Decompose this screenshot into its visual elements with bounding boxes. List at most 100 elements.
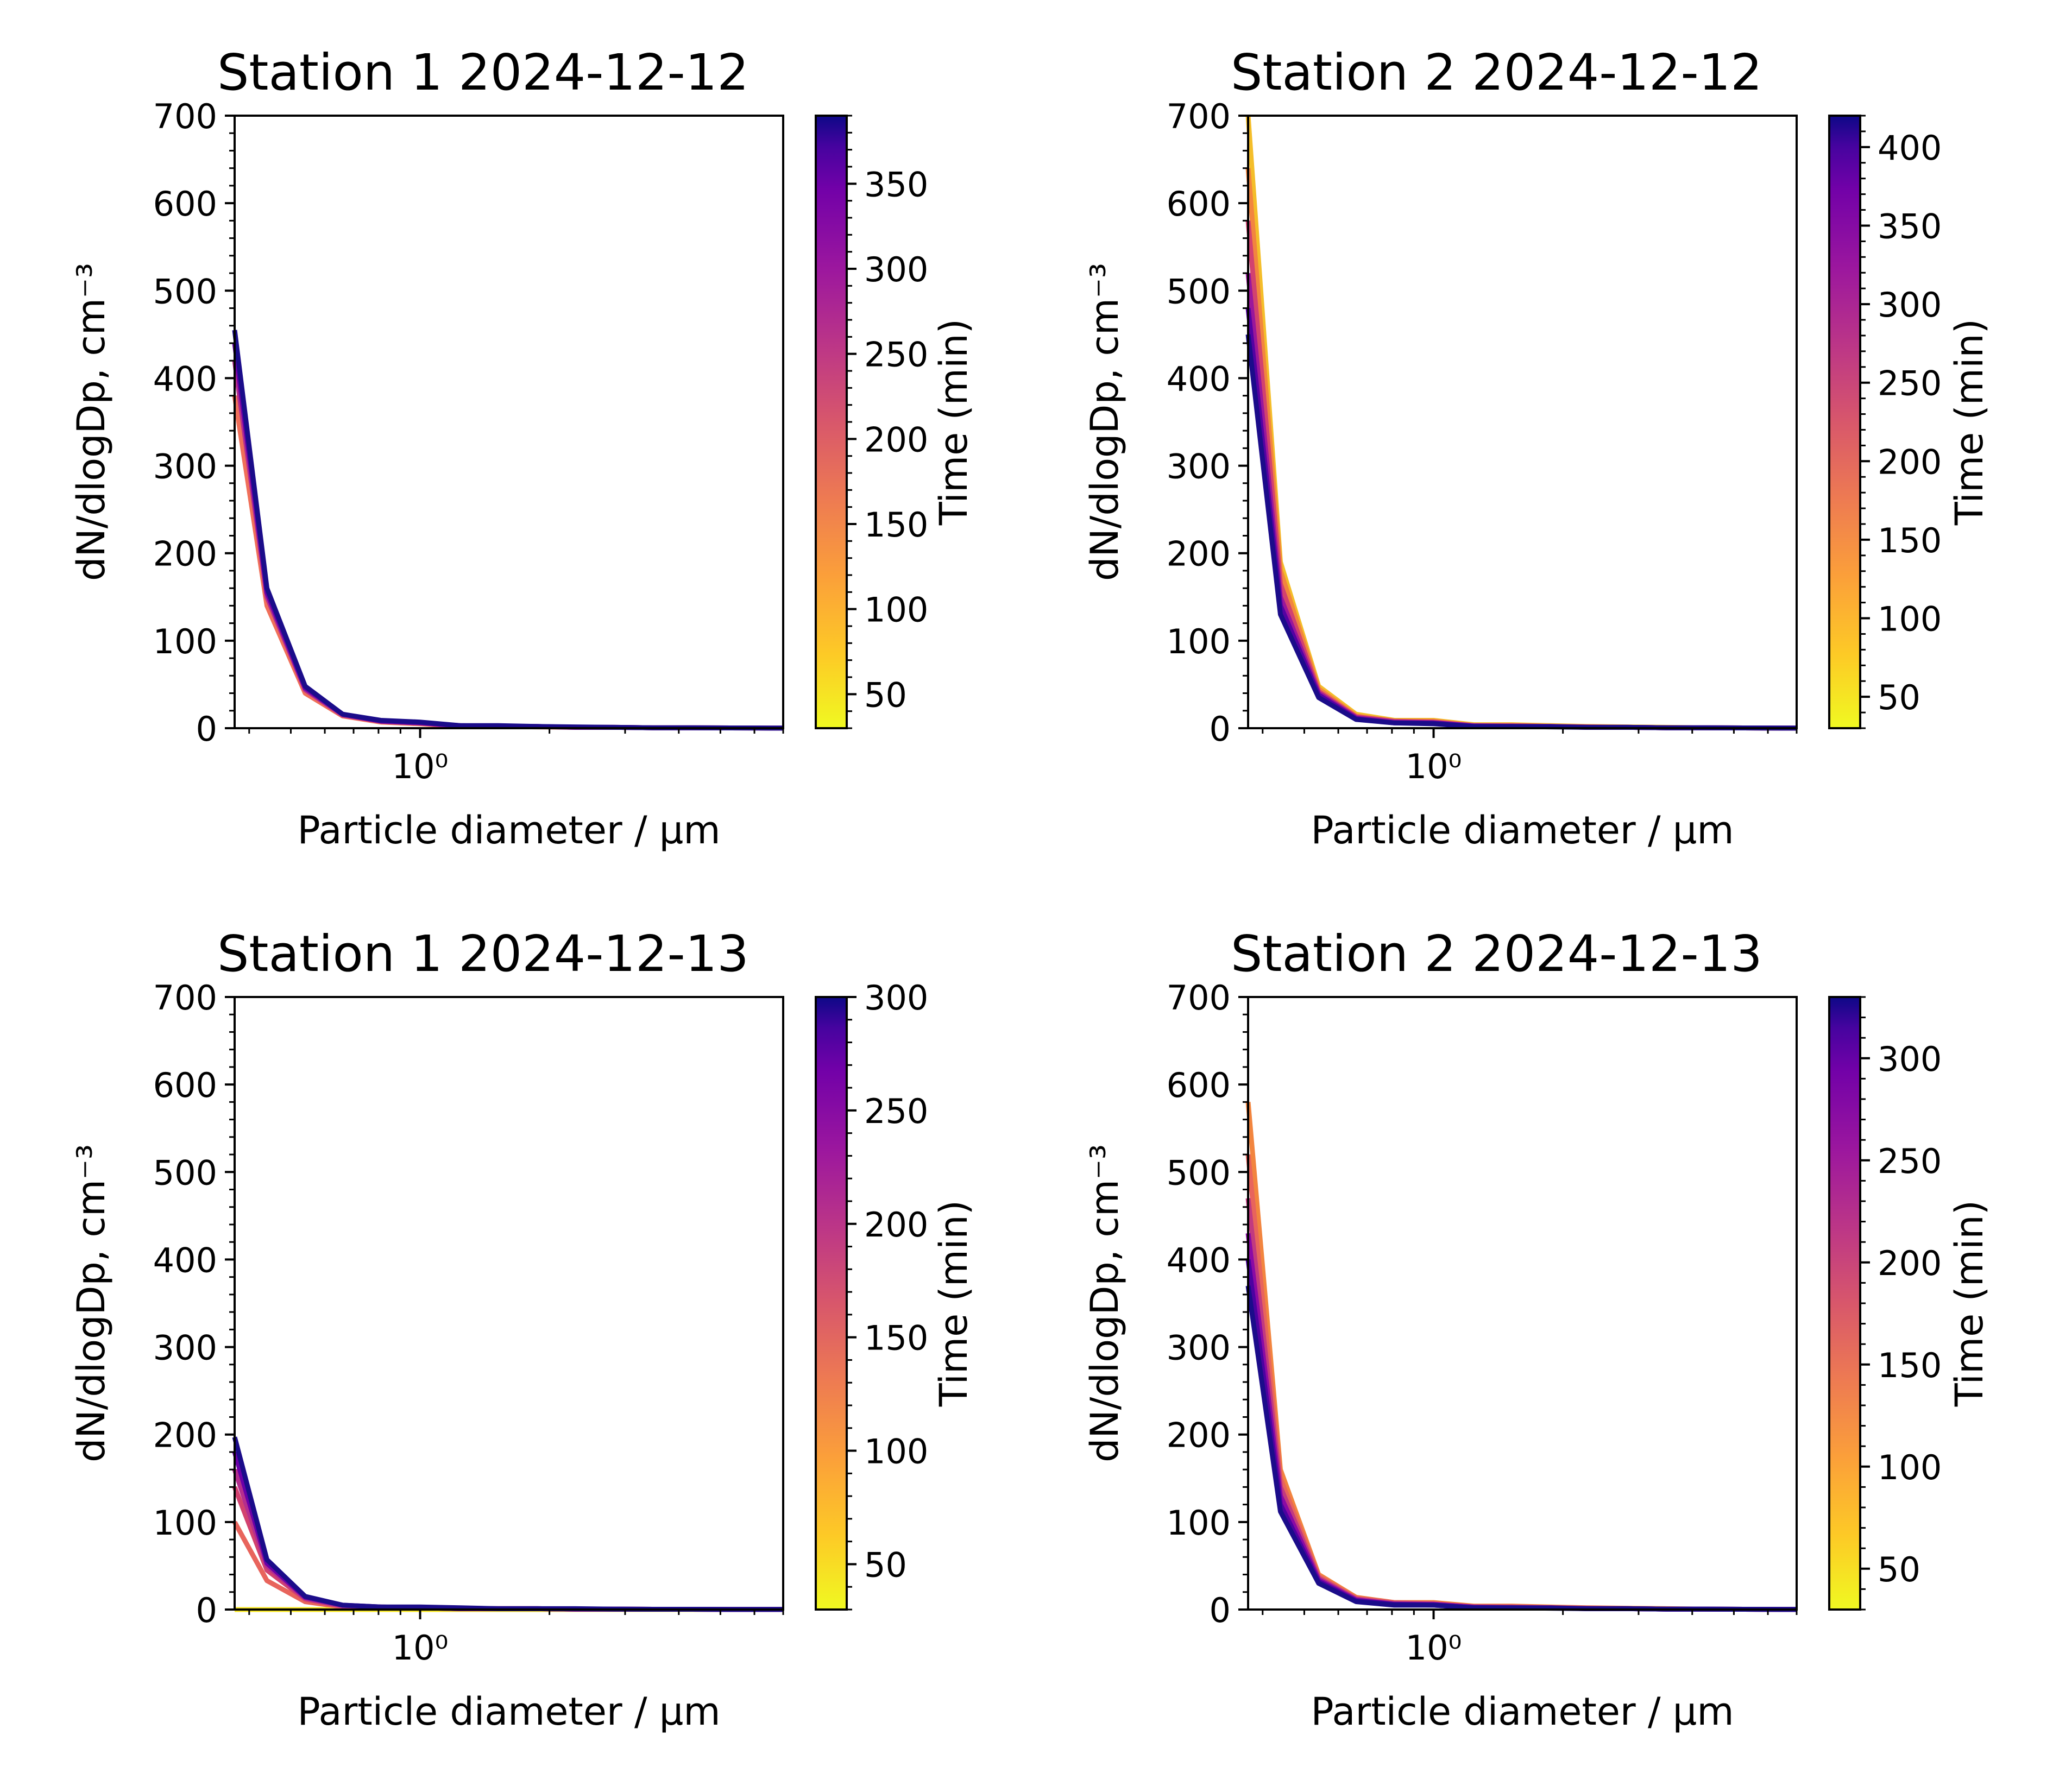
y-axis-label: dN/dlogDp, cm⁻³ <box>1082 263 1127 581</box>
colorbar-tick-label: 200 <box>1878 442 1942 482</box>
colorbar-tick-label: 150 <box>1878 521 1942 560</box>
colorbar-tick-label: 350 <box>1878 206 1942 246</box>
y-tick-label: 100 <box>1167 1503 1231 1543</box>
y-tick-label: 500 <box>1167 1153 1231 1192</box>
y-tick-label: 700 <box>1167 978 1231 1018</box>
series-line-3 <box>232 1486 783 1612</box>
colorbar-tick-label: 300 <box>1878 1039 1942 1079</box>
x-axis-label: Particle diameter / μm <box>1311 808 1734 853</box>
colorbar-tick-label: 300 <box>864 250 928 289</box>
colorbar-label: Time (min) <box>1947 1200 1992 1407</box>
colorbar-tick-label: 200 <box>864 1205 928 1245</box>
x-tick-label: 10⁰ <box>1406 1628 1462 1668</box>
y-tick-label: 400 <box>153 1240 217 1280</box>
colorbar-tick-label: 50 <box>1878 1550 1920 1589</box>
colorbar-tick-label: 50 <box>864 1545 907 1585</box>
series-line-5 <box>1245 308 1797 731</box>
colorbar <box>815 115 848 729</box>
chart-title: Station 2 2024-12-12 <box>1231 43 1762 102</box>
colorbar-tick-label: 150 <box>864 505 928 545</box>
colorbar-tick-label: 250 <box>864 1091 928 1131</box>
y-tick-label: 300 <box>153 1328 217 1368</box>
colorbar <box>1828 115 1861 729</box>
x-tick-label: 10⁰ <box>1406 747 1462 786</box>
series-line-2 <box>232 1520 783 1612</box>
y-axis-label: dN/dlogDp, cm⁻³ <box>69 1144 114 1462</box>
series-line-4 <box>232 330 783 731</box>
y-tick-label: 700 <box>1167 97 1231 136</box>
colorbar-tick-label: 250 <box>1878 364 1942 403</box>
colorbar-tick-label: 200 <box>864 420 928 459</box>
colorbar-tick-label: 50 <box>1878 678 1920 717</box>
series-line-6 <box>232 1436 783 1612</box>
y-tick-label: 300 <box>153 447 217 487</box>
y-axis-label: dN/dlogDp, cm⁻³ <box>1082 1144 1127 1462</box>
colorbar-tick-label: 300 <box>1878 285 1942 325</box>
y-tick-label: 200 <box>1167 534 1231 574</box>
series-line-5 <box>1245 1259 1797 1612</box>
colorbar-tick-label: 300 <box>864 978 928 1018</box>
colorbar-tick-label: 150 <box>864 1318 928 1358</box>
y-tick-label: 500 <box>1167 272 1231 311</box>
colorbar-tick-label: 200 <box>1878 1244 1942 1283</box>
series-line-2 <box>1245 168 1797 731</box>
series-line-3 <box>1245 1198 1797 1612</box>
series-line-6 <box>1245 1285 1797 1612</box>
chart-panel-3: Station 1 2024-12-13 0 100 200 300 400 500 600 7… <box>69 925 976 1734</box>
colorbar-tick-label: 100 <box>1878 600 1942 639</box>
y-tick-label: 0 <box>1210 1591 1231 1630</box>
chart-title: Station 2 2024-12-13 <box>1231 925 1762 983</box>
y-tick-label: 0 <box>1210 709 1231 749</box>
colorbar-tick-label: 250 <box>1878 1141 1942 1181</box>
y-tick-label: 100 <box>153 1503 217 1543</box>
colorbar-tick-label: 350 <box>864 165 928 204</box>
colorbar-tick-label: 150 <box>1878 1346 1942 1385</box>
series-line-2 <box>1245 1154 1797 1612</box>
y-tick-label: 200 <box>153 1416 217 1455</box>
plot-frame <box>234 115 784 729</box>
colorbar-tick-label: 100 <box>864 1432 928 1472</box>
y-tick-label: 400 <box>153 359 217 399</box>
y-tick-label: 200 <box>153 534 217 574</box>
chart-panel-4: Station 2 2024-12-13 0 100 200 300 400 500 600 7… <box>1082 925 1992 1734</box>
chart-title: Station 1 2024-12-13 <box>217 925 749 983</box>
x-axis-label: Particle diameter / μm <box>1311 1689 1734 1734</box>
y-tick-label: 100 <box>153 622 217 661</box>
y-tick-label: 500 <box>153 1153 217 1192</box>
y-tick-label: 0 <box>196 709 217 749</box>
y-tick-label: 600 <box>1167 184 1231 224</box>
series-line-2 <box>232 360 783 731</box>
series-line-4 <box>1245 273 1797 731</box>
y-tick-label: 700 <box>153 97 217 136</box>
y-tick-label: 600 <box>153 184 217 224</box>
y-tick-label: 0 <box>196 1591 217 1630</box>
y-tick-label: 400 <box>1167 1240 1231 1280</box>
y-tick-label: 600 <box>153 1065 217 1105</box>
x-axis-label: Particle diameter / μm <box>297 1689 720 1734</box>
y-tick-label: 400 <box>1167 359 1231 399</box>
colorbar-label: Time (min) <box>931 319 976 526</box>
x-tick-label: 10⁰ <box>392 1628 449 1668</box>
chart-title: Station 1 2024-12-12 <box>217 43 749 102</box>
colorbar-tick-label: 100 <box>864 590 928 630</box>
series-line-4 <box>1245 1233 1797 1612</box>
colorbar-tick-label: 250 <box>864 335 928 375</box>
series-line-6 <box>1245 334 1797 731</box>
series-line-3 <box>232 343 783 731</box>
colorbar-tick-label: 400 <box>1878 128 1942 168</box>
x-tick-label: 10⁰ <box>392 747 449 786</box>
chart-panel-2: Station 2 2024-12-12 0 100 200 300 400 500 600 7… <box>1082 43 1992 853</box>
colorbar-label: Time (min) <box>931 1200 976 1407</box>
colorbar-tick-label: 100 <box>1878 1448 1942 1487</box>
chart-panel-1: Station 1 2024-12-12 0 100 200 300 400 500 600 7… <box>69 43 976 853</box>
x-axis-label: Particle diameter / μm <box>297 808 720 853</box>
series-line-4 <box>232 1468 783 1612</box>
plot-frame <box>234 996 784 1611</box>
colorbar <box>1828 996 1861 1611</box>
plot-frame <box>1247 115 1798 729</box>
series-line-5 <box>232 1451 783 1612</box>
y-tick-label: 500 <box>153 272 217 311</box>
colorbar <box>815 996 848 1611</box>
series-line-1 <box>1245 115 1797 731</box>
